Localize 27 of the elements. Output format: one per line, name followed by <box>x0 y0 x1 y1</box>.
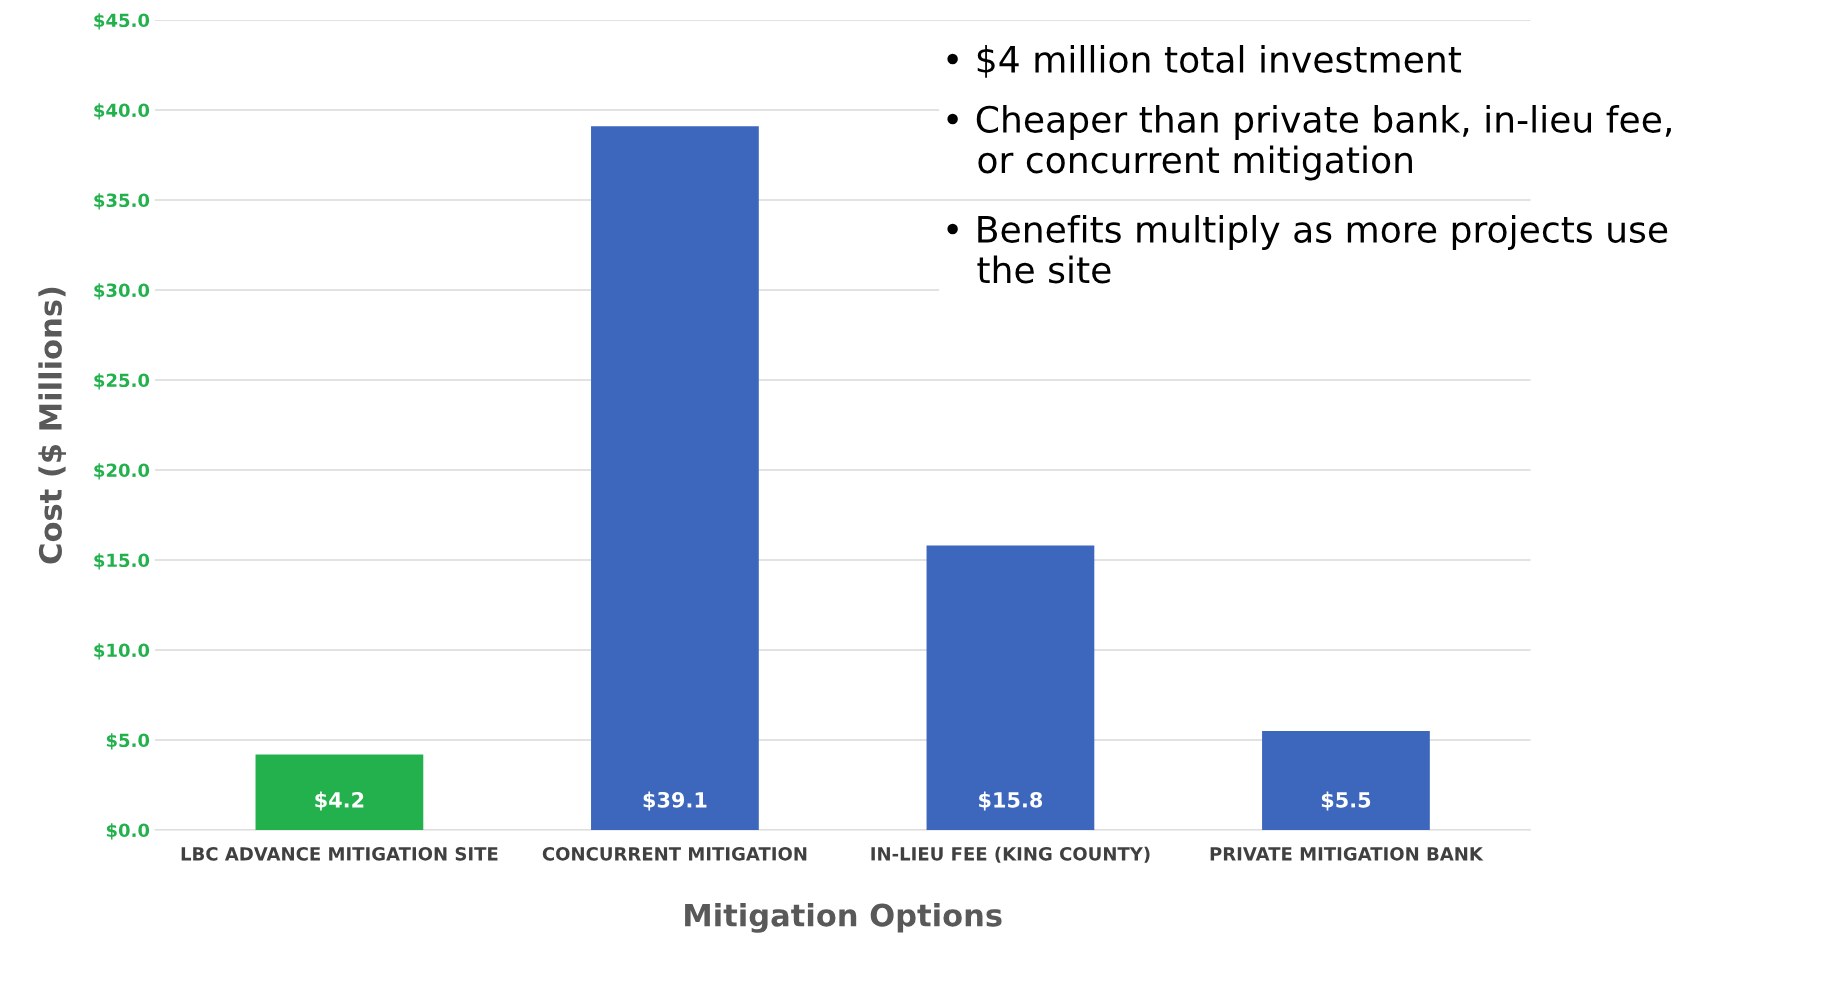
y-tick-label: $40.0 <box>94 103 150 120</box>
y-tick-label: $25.0 <box>94 373 150 390</box>
data-label: $39.1 <box>643 791 707 811</box>
y-tick-label: $35.0 <box>94 193 150 210</box>
annotation: • Benefits multiply as more projects use the site <box>947 215 1668 284</box>
y-tick-label: $30.0 <box>94 283 150 300</box>
y-tick-label: $5.0 <box>106 733 150 750</box>
y-tick-label: $20.0 <box>94 463 150 480</box>
y-tick-label: $0.0 <box>106 823 150 840</box>
x-tick-label: CONCURRENT MITIGATION <box>542 846 807 861</box>
data-label: $5.5 <box>1321 791 1371 811</box>
bar <box>255 754 424 830</box>
bar <box>926 545 1095 830</box>
y-tick-label: $15.0 <box>94 553 150 570</box>
y-tick-label: $10.0 <box>94 643 150 660</box>
x-tick-label: LBC ADVANCE MITIGATION SITE <box>181 846 498 861</box>
annotation: • $4 million total investment <box>947 45 1462 78</box>
y-axis-title: Cost ($ Millions) <box>38 287 67 564</box>
annotation: • Cheaper than private bank, in-lieu fee, or concurrent mitigation <box>947 105 1671 181</box>
x-tick-label: IN-LIEU FEE (KING COUNTY) <box>871 846 1150 863</box>
x-axis-title: Mitigation Options <box>685 903 1002 933</box>
bar <box>591 126 759 830</box>
x-tick-label: PRIVATE MITIGATION BANK <box>1210 846 1484 861</box>
y-tick-label: $45.0 <box>94 13 150 30</box>
data-label: $15.8 <box>979 791 1043 811</box>
bar <box>1262 731 1430 830</box>
data-label: $4.2 <box>315 791 364 811</box>
